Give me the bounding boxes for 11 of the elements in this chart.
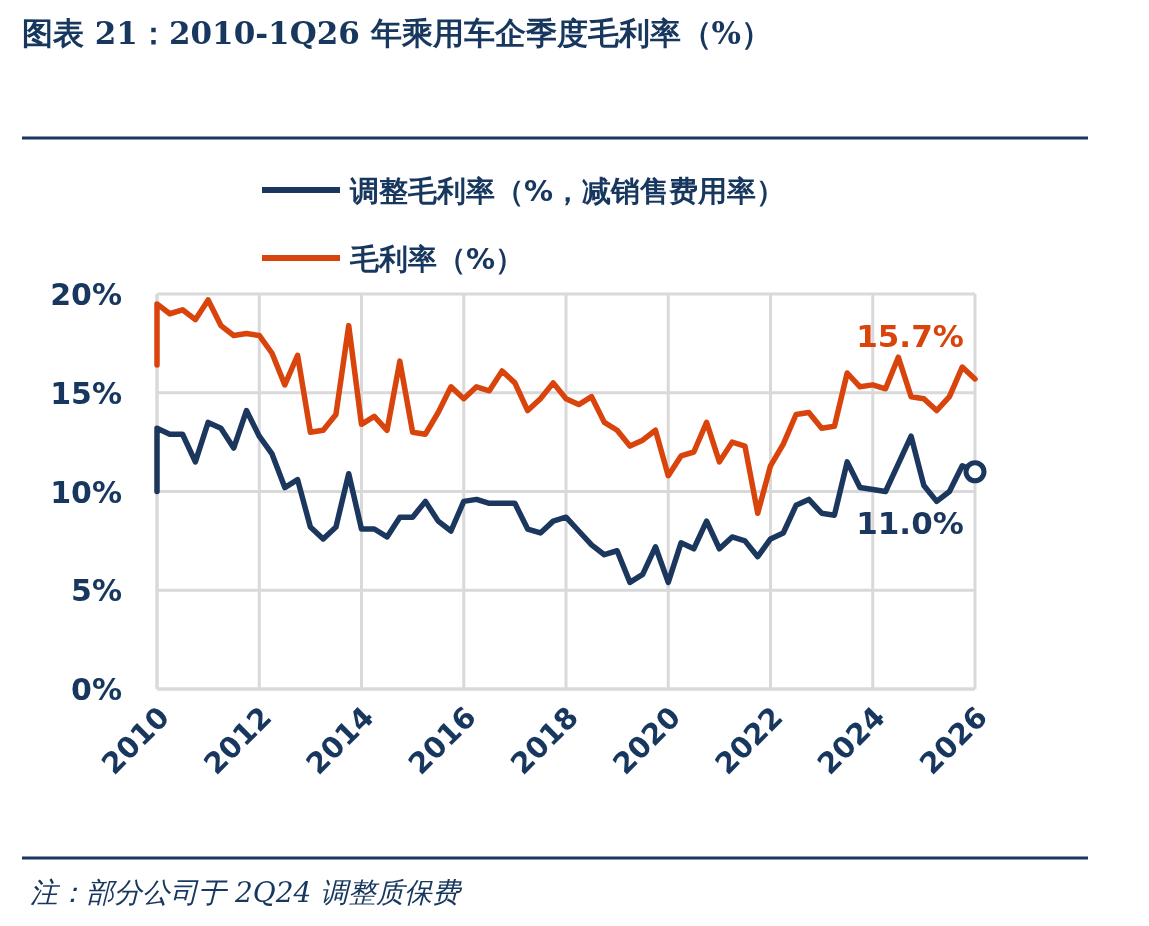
annotation: 11.0%	[856, 504, 964, 541]
chart-title: 图表 21：2010-1Q26 年乘用车企季度毛利率（%）	[22, 15, 773, 51]
y-tick-label: 0%	[71, 672, 122, 707]
annotation: 15.7%	[856, 317, 964, 354]
y-tick-label: 20%	[50, 277, 122, 312]
y-tick-label: 5%	[71, 573, 122, 609]
legend-label: 毛利率（%）	[349, 242, 525, 276]
y-tick-label: 15%	[50, 375, 122, 411]
text: 注：部分公司于 2Q24 调整质保费	[30, 876, 464, 909]
legend-label: 调整毛利率（%，减销售费用率）	[349, 174, 786, 208]
y-tick-label: 10%	[50, 474, 122, 510]
